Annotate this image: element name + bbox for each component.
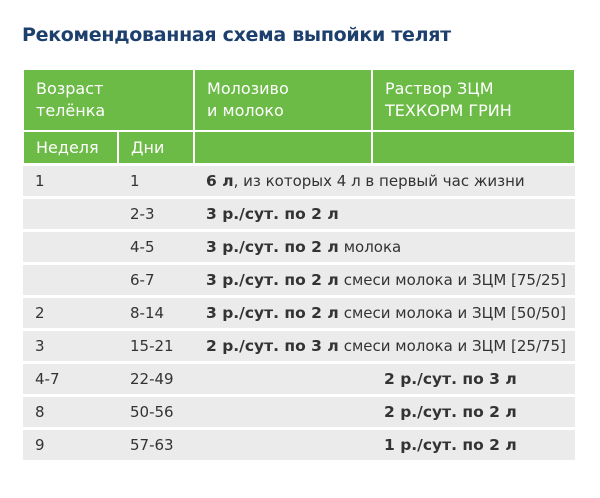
row: 4-7 22-49 2 р./сут. по 3 л (23, 361, 576, 396)
days-cell: 6-7 (118, 262, 195, 297)
week-cell (23, 262, 118, 297)
bold-text: 1 р./сут. по 2 л (384, 436, 517, 454)
text: молока (343, 238, 402, 256)
days-cell: 50-56 (118, 394, 195, 429)
text: смеси молока и ЗЦМ [50/50] (343, 304, 566, 322)
milk-cell: 3 р./сут. по 2 л смеси молока и ЗЦМ [75/2… (194, 262, 576, 297)
days-cell: 2-3 (118, 196, 195, 231)
empty-cell (194, 427, 373, 460)
row: 2 8-14 3 р./сут. по 2 л смеси молока и ЗЦМ … (23, 295, 576, 330)
header-line: Молозиво (207, 79, 289, 98)
bold-text: 3 р./сут. по 2 л (206, 205, 339, 223)
replacer-cell: 2 р./сут. по 3 л (372, 361, 576, 396)
row: 4-5 3 р./сут. по 2 л молока (23, 229, 576, 264)
days-cell: 8-14 (118, 295, 195, 330)
header-line: ТЕХКОРМ ГРИН (385, 101, 512, 120)
week-cell (23, 196, 118, 231)
milk-cell: 2 р./сут. по 3 л смеси молока и ЗЦМ [25/7… (194, 328, 576, 363)
days-cell: 1 (118, 163, 195, 198)
week-cell: 1 (23, 163, 118, 198)
table: Возраст телёнка Молозиво и молоко Раствор … (21, 70, 577, 460)
row: 8 50-56 2 р./сут. по 2 л (23, 394, 576, 429)
milk-cell: 3 р./сут. по 2 л смеси молока и ЗЦМ [50/5… (194, 295, 576, 330)
bold-text: 3 р./сут. по 2 л (206, 271, 339, 289)
header-empty (371, 131, 577, 166)
title: Рекомендованная схема выпойки телят (22, 24, 451, 46)
header-milk: Молозиво и молоко (193, 70, 374, 132)
header-line: и молоко (207, 101, 284, 120)
replacer-cell: 2 р./сут. по 2 л (372, 394, 576, 429)
week-cell: 8 (23, 394, 118, 429)
text: , из которых 4 л в первый час жизни (233, 172, 525, 190)
days-cell: 4-5 (118, 229, 195, 264)
week-cell (23, 229, 118, 264)
bold-text: 2 р./сут. по 3 л (384, 370, 517, 388)
milk-cell: 6 л, из которых 4 л в первый час жизни (194, 163, 576, 198)
milk-cell: 3 р./сут. по 2 л молока (194, 229, 576, 264)
header-age: Возраст телёнка (21, 70, 196, 132)
week-cell: 2 (23, 295, 118, 330)
empty-cell (194, 361, 373, 396)
bold-text: 3 р./сут. по 2 л (206, 304, 339, 322)
week-cell: 9 (23, 427, 118, 460)
days-cell: 22-49 (118, 361, 195, 396)
text: смеси молока и ЗЦМ [75/25] (343, 271, 566, 289)
header-line: Раствор ЗЦМ (385, 79, 494, 98)
header-replacer: Раствор ЗЦМ ТЕХКОРМ ГРИН (371, 70, 577, 132)
bold-text: 2 р./сут. по 3 л (206, 337, 339, 355)
days-cell: 15-21 (118, 328, 195, 363)
bold-text: 2 р./сут. по 2 л (384, 403, 517, 421)
replacer-cell: 1 р./сут. по 2 л (372, 427, 576, 460)
header-line: Возраст (36, 79, 104, 98)
empty-cell (194, 394, 373, 429)
row: 9 57-63 1 р./сут. по 2 л (23, 427, 576, 460)
header-days: Дни (116, 131, 196, 166)
bold-text: 6 л (206, 172, 234, 190)
header-line: телёнка (36, 101, 106, 120)
row: 3 15-21 2 р./сут. по 3 л смеси молока и ЗЦМ… (23, 328, 576, 363)
text: смеси молока и ЗЦМ [25/75] (343, 337, 566, 355)
row: 6-7 3 р./сут. по 2 л смеси молока и ЗЦМ [7… (23, 262, 576, 297)
row: 2-3 3 р./сут. по 2 л (23, 196, 576, 231)
week-cell: 4-7 (23, 361, 118, 396)
milk-cell: 3 р./сут. по 2 л (194, 196, 576, 231)
bold-text: 3 р./сут. по 2 л (206, 238, 339, 256)
days-cell: 57-63 (118, 427, 195, 460)
header-week: Неделя (22, 131, 119, 166)
week-cell: 3 (23, 328, 118, 363)
header-empty (193, 131, 374, 166)
